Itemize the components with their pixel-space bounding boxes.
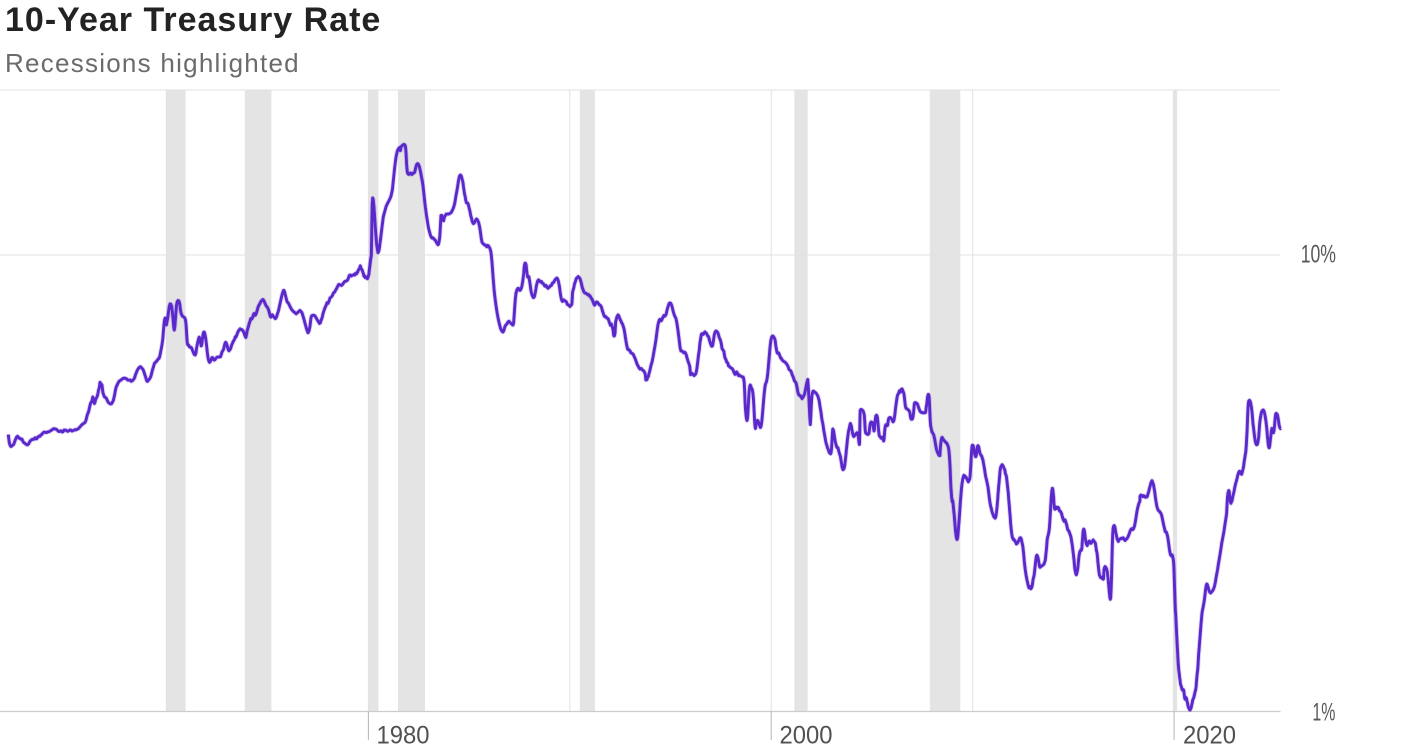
svg-text:1980: 1980 xyxy=(377,722,430,750)
svg-text:10%: 10% xyxy=(1301,241,1336,269)
svg-text:1%: 1% xyxy=(1312,699,1335,727)
svg-text:2020: 2020 xyxy=(1183,722,1236,750)
svg-text:2000: 2000 xyxy=(780,722,833,750)
